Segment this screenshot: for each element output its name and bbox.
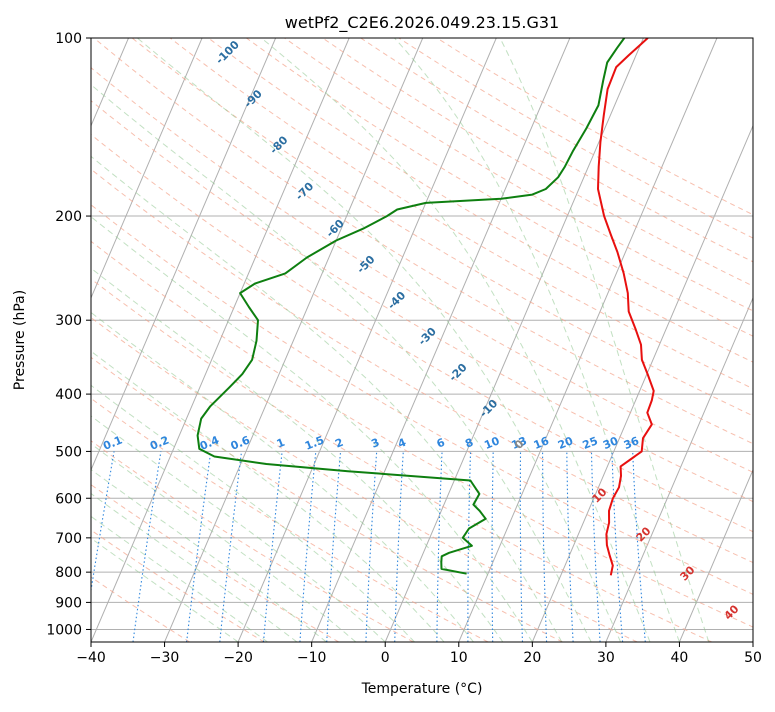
x-tick-label: 0	[381, 650, 390, 666]
y-tick-label: 500	[55, 444, 82, 460]
x-tick-label: 50	[744, 650, 762, 666]
chart-title: wetPf2_C2E6.2026.049.23.15.G31	[285, 13, 559, 33]
x-tick-label: −20	[223, 650, 253, 666]
x-axis-label: Temperature (°C)	[361, 681, 483, 697]
y-tick-label: 600	[55, 491, 82, 507]
y-tick-label: 400	[55, 387, 82, 403]
x-tick-label: 30	[597, 650, 615, 666]
y-tick-label: 700	[55, 531, 82, 547]
y-tick-label: 300	[55, 313, 82, 329]
x-tick-label: 20	[523, 650, 541, 666]
y-tick-label: 100	[55, 31, 82, 47]
y-tick-label: 1000	[46, 622, 82, 638]
y-tick-label: 800	[55, 565, 82, 581]
x-tick-label: 10	[450, 650, 468, 666]
x-tick-label: −40	[76, 650, 106, 666]
y-tick-label: 900	[55, 595, 82, 611]
y-tick-label: 200	[55, 209, 82, 225]
x-tick-label: 40	[671, 650, 689, 666]
x-tick-label: −30	[150, 650, 180, 666]
x-tick-label: −10	[297, 650, 327, 666]
y-axis-label: Pressure (hPa)	[12, 290, 28, 390]
